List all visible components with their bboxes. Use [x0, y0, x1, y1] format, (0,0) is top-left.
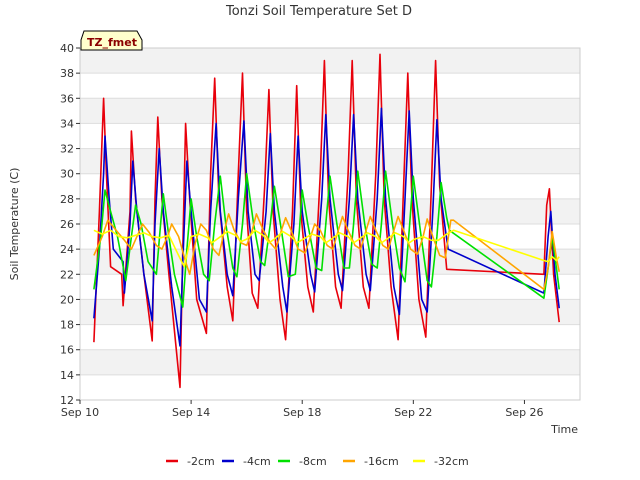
y-axis-label: Soil Temperature (C): [8, 168, 21, 281]
x-tick-label: Sep 18: [283, 406, 321, 419]
x-tick-label: Sep 22: [394, 406, 432, 419]
x-tick-label: Sep 26: [505, 406, 543, 419]
y-tick-label: 30: [60, 168, 74, 181]
y-tick-label: 18: [60, 319, 74, 332]
series-lines: [93, 53, 560, 389]
y-tick-label: 20: [60, 293, 74, 306]
series-line-2cmcm: [93, 53, 560, 389]
legend-label: -16cm: [364, 455, 399, 468]
y-tick-label: 36: [60, 92, 74, 105]
y-tick-label: 38: [60, 67, 74, 80]
y-tick-label: 14: [60, 369, 74, 382]
y-tick-label: 28: [60, 193, 74, 206]
series-line-4cmcm: [93, 107, 560, 347]
grid-band: [80, 148, 580, 174]
site-badge: TZ_fmet: [80, 30, 143, 51]
grid-band: [80, 123, 580, 149]
y-tick-label: 34: [60, 117, 74, 130]
grid-band: [80, 324, 580, 350]
grid-band: [80, 98, 580, 124]
grid-band: [80, 374, 580, 400]
grid-band: [80, 349, 580, 375]
legend-label: -8cm: [299, 455, 327, 468]
y-tick-label: 24: [60, 243, 74, 256]
site-badge-shape: [80, 30, 143, 51]
grid-band: [80, 48, 580, 74]
series-line-8cmcm: [93, 170, 560, 308]
y-tick-label: 22: [60, 268, 74, 281]
grid-band: [80, 299, 580, 325]
x-tick-label: Sep 14: [172, 406, 210, 419]
legend-label: -2cm: [187, 455, 215, 468]
y-tick-label: 16: [60, 344, 74, 357]
x-axis-label: Time: [550, 423, 578, 436]
site-badge-label: TZ_fmet: [87, 36, 137, 49]
legend: -2cm -4cm -8cm -16cm -32cm: [166, 455, 469, 468]
y-axis-ticks: 12 14 16 18 20 22 24 26 28 30 32 34 36 38 40: [60, 42, 80, 407]
grid-band: [80, 274, 580, 300]
x-tick-label: Sep 10: [61, 406, 99, 419]
grid-band: [80, 73, 580, 99]
x-axis-ticks: Sep 10 Sep 14 Sep 18 Sep 22 Sep 26: [61, 400, 544, 419]
y-tick-label: 12: [60, 394, 74, 407]
legend-label: -32cm: [434, 455, 469, 468]
y-tick-label: 26: [60, 218, 74, 231]
y-tick-label: 40: [60, 42, 74, 55]
chart-title: Tonzi Soil Temperature Set D: [225, 4, 412, 19]
series-line-32cmcm: [93, 229, 560, 268]
legend-label: -4cm: [243, 455, 271, 468]
y-tick-label: 32: [60, 143, 74, 156]
